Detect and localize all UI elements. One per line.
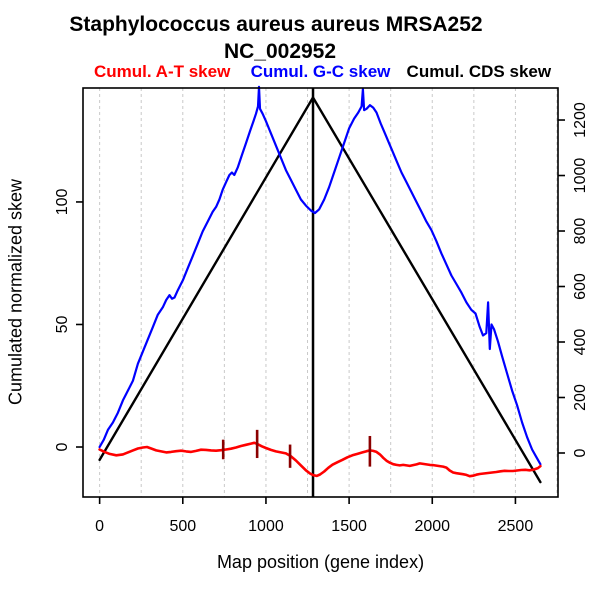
chart-subtitle: NC_002952 bbox=[223, 40, 337, 63]
y-right-tick-label: 0 bbox=[572, 448, 589, 457]
chart-title: Staphylococcus aureus aureus MRSA252 bbox=[69, 13, 483, 36]
y-left-tick-label: 50 bbox=[54, 315, 71, 333]
x-tick-label: 2500 bbox=[498, 518, 534, 535]
y-right-tick-label: 800 bbox=[572, 218, 589, 245]
plot-box bbox=[82, 87, 559, 498]
y-right-tick-label: 1000 bbox=[572, 158, 589, 194]
series-line-cumul-a-t-skew bbox=[98, 441, 542, 478]
legend-entry-cds-skew: Cumul. CDS skew bbox=[406, 62, 552, 81]
y-left-tick-label: 0 bbox=[54, 442, 71, 451]
x-tick-label: 1000 bbox=[248, 518, 284, 535]
y-right-tick-label: 400 bbox=[572, 329, 589, 356]
x-tick-label: 2000 bbox=[414, 518, 450, 535]
legend-entry-at-skew: Cumul. A-T skew bbox=[93, 62, 231, 81]
y-right-tick-label: 600 bbox=[572, 273, 589, 300]
legend: Cumul. A-T skew Cumul. G-C skew Cumul. C… bbox=[83, 62, 558, 82]
x-axis-label: Map position (gene index) bbox=[216, 552, 425, 572]
x-tick-label: 500 bbox=[169, 518, 196, 535]
x-tick-label: 1500 bbox=[331, 518, 367, 535]
y-right-tick-label: 200 bbox=[572, 384, 589, 411]
x-tick-label: 0 bbox=[95, 518, 104, 535]
legend-entry-gc-skew: Cumul. G-C skew bbox=[250, 62, 391, 81]
series-line-cumul-g-c-skew bbox=[98, 85, 542, 466]
y-left-tick-label: 100 bbox=[54, 189, 71, 216]
y-right-tick-label: 1200 bbox=[572, 102, 589, 138]
